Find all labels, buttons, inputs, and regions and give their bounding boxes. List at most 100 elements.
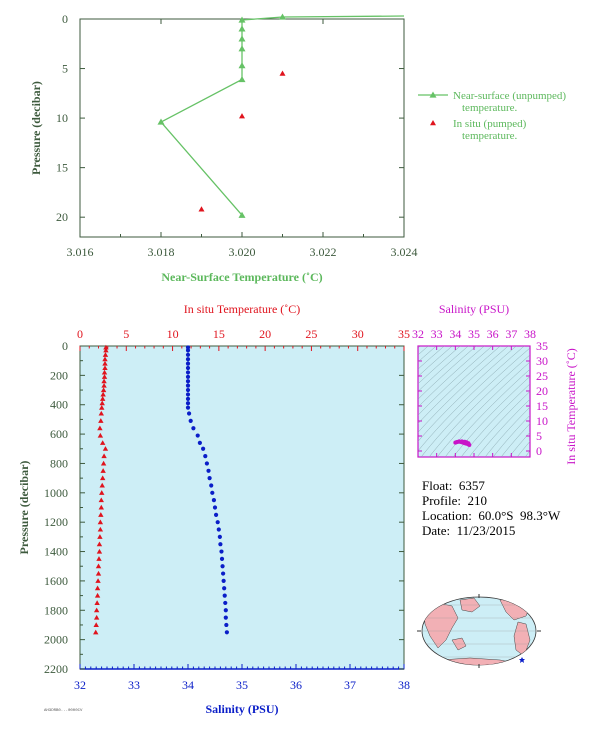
- salinity-profile-point: [185, 379, 191, 384]
- pressure-y-tick-label: 2000: [44, 633, 68, 647]
- salinity-profile-point: [185, 352, 191, 357]
- temperature-profile-point: [103, 344, 109, 350]
- figure-stamp: AH3DRB0...0000CV: [44, 709, 83, 713]
- temperature-profile-point: [99, 475, 106, 481]
- temperature-profile-point: [99, 396, 106, 401]
- ts-x-tick-label: 37: [505, 327, 517, 341]
- ts-x-tick-label: 36: [487, 327, 499, 341]
- ts-y-tick-label: 5: [536, 429, 542, 443]
- salinity-profile-point: [217, 534, 222, 539]
- temperature-profile-point: [93, 614, 100, 620]
- pressure-y-tick-label: 1400: [44, 545, 68, 559]
- in-situ-point: [239, 113, 245, 119]
- ts-x-tick-label: 32: [412, 327, 424, 341]
- density-contour: [516, 441, 530, 457]
- temp-x-tick-label: 20: [259, 327, 271, 341]
- salinity-x-tick-label: 37: [344, 678, 356, 692]
- salinity-x-tick-label: 34: [182, 678, 194, 692]
- pressure-y-tick-label: 200: [50, 368, 68, 382]
- temperature-profile-point: [97, 519, 104, 525]
- salinity-profile-point: [185, 383, 191, 388]
- near-surface-point: [238, 75, 246, 83]
- temperature-profile-point: [95, 578, 101, 583]
- ts-x-tick-label: 33: [431, 327, 443, 341]
- temperature-profile-point: [93, 622, 99, 627]
- salinity-profile-point: [185, 365, 191, 371]
- ts-temperature-axis-label: In situ Temperature (˚C): [564, 348, 578, 465]
- top-y-axis-label: Pressure (decibar): [29, 81, 43, 175]
- near-surface-temperature-plot: 3.016 3.018 3.020 3.022 3.024 0 5 10 15 20 Near-Su…: [29, 12, 566, 284]
- top-x-tick-label: 3.020: [229, 245, 256, 259]
- salinity-profile-point: [219, 549, 224, 554]
- salinity-profile-point: [213, 512, 219, 517]
- temperature-profile-point: [99, 400, 105, 406]
- salinity-profile-point: [197, 440, 202, 445]
- temperature-profile-point: [100, 460, 107, 466]
- temperature-profile-point: [102, 360, 108, 366]
- salinity-profile-point: [204, 461, 209, 466]
- temperature-profile-point: [98, 410, 104, 416]
- temperature-profile-point: [99, 490, 105, 495]
- ts-y-tick-label: 0: [536, 444, 542, 458]
- temperature-profile-point: [99, 482, 105, 488]
- density-contour: [418, 346, 485, 408]
- temperature-salinity-diagram: 32 33 34 35 36 37 38 Salinity (PSU) 051015202530…: [412, 302, 578, 465]
- top-x-tick-label: 3.022: [310, 245, 337, 259]
- temperature-profile-point: [101, 378, 107, 384]
- density-contour: [444, 368, 530, 457]
- in-situ-point: [279, 70, 286, 76]
- salinity-x-tick-label: 35: [236, 678, 248, 692]
- pressure-y-tick-label: 400: [50, 398, 68, 412]
- top-y-tick-label: 20: [56, 210, 68, 224]
- legend-in-situ-label: In situ (pumped): [453, 118, 527, 130]
- salinity-profile-point: [186, 411, 192, 416]
- density-contour: [484, 406, 530, 457]
- density-contour: [418, 346, 493, 416]
- density-contour: [476, 398, 530, 457]
- salinity-profile-point: [185, 348, 191, 353]
- near-surface-point: [279, 13, 286, 20]
- top-x-tick-label: 3.016: [67, 245, 94, 259]
- temperature-profile-point: [102, 365, 108, 371]
- map-landmass: [423, 602, 459, 649]
- salinity-x-tick-label: 32: [74, 678, 86, 692]
- density-contour: [420, 347, 530, 457]
- ts-salinity-axis-label: Salinity (PSU): [439, 302, 509, 316]
- legend-near-surface-label-2: temperature.: [462, 102, 518, 114]
- salinity-profile-point: [210, 490, 215, 495]
- ts-y-tick-label: 25: [536, 369, 548, 383]
- salinity-profile-point: [185, 370, 191, 375]
- pressure-y-tick-label: 2200: [44, 662, 68, 676]
- temperature-profile-point: [101, 382, 107, 388]
- top-y-tick-label: 5: [62, 62, 68, 76]
- temp-x-tick-label: 35: [398, 327, 410, 341]
- near-surface-point: [238, 62, 246, 69]
- salinity-profile-point: [224, 630, 229, 635]
- temperature-profile-point: [98, 512, 104, 517]
- legend-in-situ-marker: [430, 120, 436, 126]
- temperature-profile-point: [94, 585, 101, 591]
- density-contour: [436, 361, 530, 457]
- temperature-profile-point: [102, 356, 108, 362]
- temperature-profile-point: [100, 468, 106, 473]
- salinity-profile-point: [221, 571, 226, 576]
- top-x-tick-label: 3.018: [148, 245, 175, 259]
- temperature-profile-point: [102, 446, 109, 451]
- temperature-profile-point: [102, 352, 109, 357]
- temp-x-tick-label: 10: [167, 327, 179, 341]
- pressure-y-tick-label: 800: [50, 456, 68, 470]
- salinity-profile-point: [206, 468, 211, 473]
- pressure-y-tick-label: 0: [62, 339, 68, 353]
- salinity-profile-point: [185, 361, 191, 366]
- top-y-tick-label: 10: [56, 111, 68, 125]
- salinity-profile-point: [211, 498, 217, 503]
- salinity-profile-point: [222, 593, 227, 598]
- density-contour: [452, 376, 530, 457]
- main-plot-background: [79, 345, 405, 670]
- near-surface-series-line: [159, 15, 405, 216]
- salinity-x-tick-label: 36: [290, 678, 302, 692]
- pressure-profile-plot: 0 5 10 15 20 25 30 35 In situ Temperature (˚C) 32…: [17, 302, 410, 716]
- pressure-y-axis-label: Pressure (decibar): [17, 461, 31, 555]
- salinity-profile-point: [191, 426, 196, 431]
